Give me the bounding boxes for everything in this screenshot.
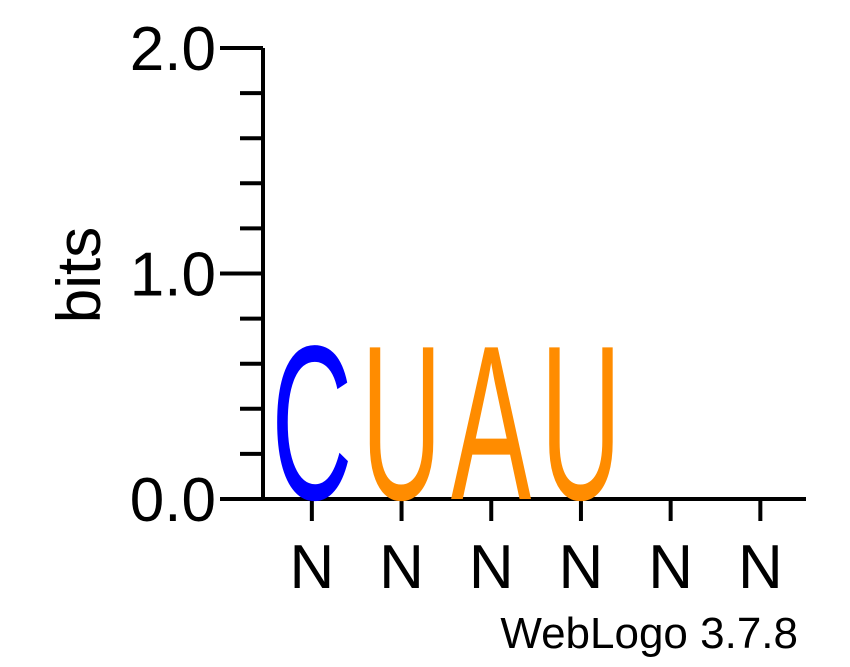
weblogo-version-footer: WebLogo 3.7.8 (500, 609, 798, 658)
logo-letter-c: C (271, 301, 352, 547)
logo-letter-u: U (361, 301, 442, 547)
x-tick-label: N (648, 533, 693, 602)
x-tick-label: N (559, 533, 604, 602)
y-axis-label: bits (45, 227, 114, 323)
x-tick-label: N (379, 533, 424, 602)
logo-letter-a: A (451, 299, 532, 546)
x-tick-label: N (289, 533, 334, 602)
x-tick-label: N (738, 533, 783, 602)
x-tick-label: N (469, 533, 514, 602)
y-tick-label: 1.0 (130, 241, 216, 310)
y-tick-label: 0.0 (130, 466, 216, 535)
y-tick-label: 2.0 (130, 15, 216, 84)
logo-letter-u: U (541, 301, 622, 547)
y-axis: 0.0 1.0 2.0 (130, 15, 265, 535)
